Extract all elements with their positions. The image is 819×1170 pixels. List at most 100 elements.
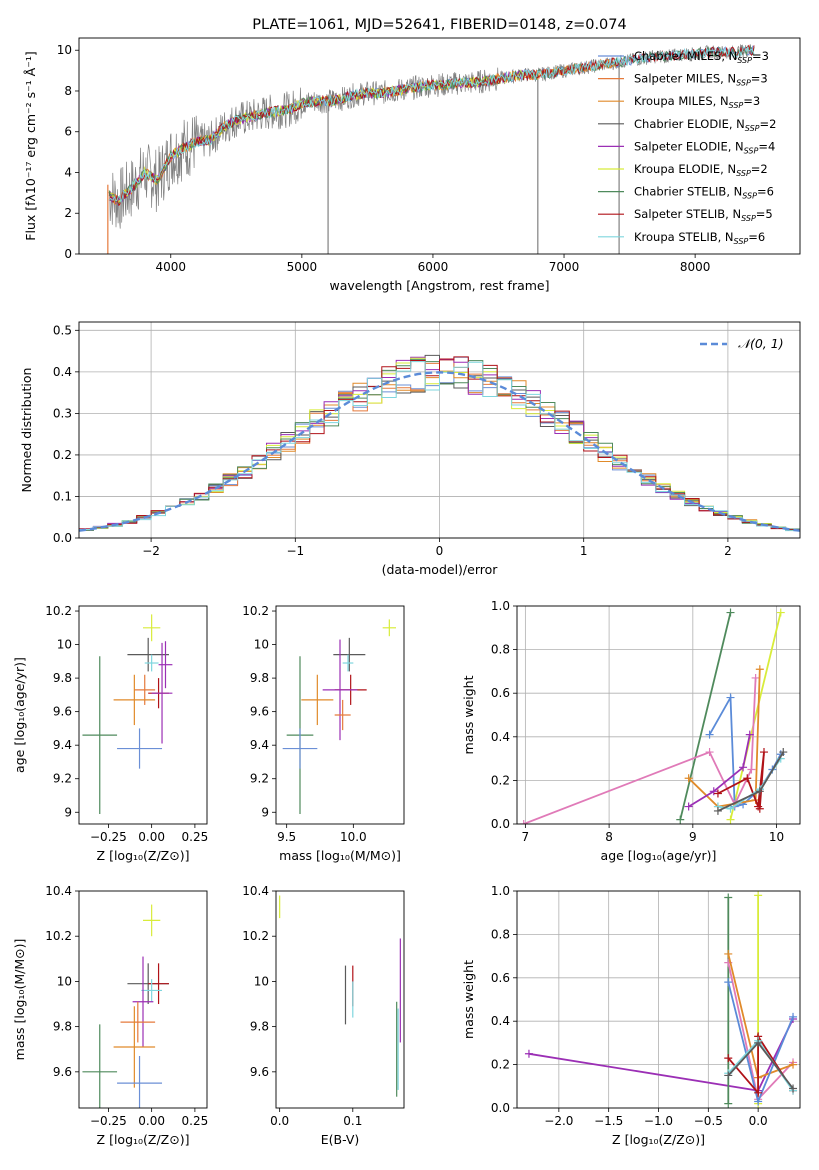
mass-weight-marker <box>743 774 752 783</box>
y-tick-label: 0.4 <box>491 730 510 744</box>
legend-label: Kroupa STELIB, NSSP=6 <box>634 230 765 246</box>
mass-weight-line <box>679 612 732 820</box>
x-tick-label: 0.00 <box>138 1114 165 1128</box>
mass-weight-marker <box>524 1049 533 1058</box>
y-tick-label: 1.0 <box>491 884 510 898</box>
axes-frame <box>516 605 801 825</box>
y-tick-label: 9 <box>261 805 269 819</box>
axes-frame <box>78 37 801 255</box>
model-line <box>108 69 526 204</box>
y-tick-label: 0.6 <box>491 971 510 985</box>
model-line <box>108 69 526 204</box>
mass-weight-marker <box>789 1012 798 1021</box>
x-tick-label: 0.0 <box>749 1114 768 1128</box>
mass-weight-marker <box>754 891 763 900</box>
x-tick-label: 4000 <box>155 260 186 274</box>
mass-weight-marker <box>755 804 764 813</box>
axes-frame <box>275 605 405 825</box>
y-tick-label: 10.2 <box>45 604 72 618</box>
mass-weight-marker <box>684 802 693 811</box>
mass-weight-marker <box>684 774 693 783</box>
x-tick-label: 7000 <box>549 260 580 274</box>
mw_age-panel: 7 8 9 10 0.0 0.2 0.4 0.6 0.8 1.0 age [log₁₀(age/yr… <box>461 599 801 863</box>
mass-weight-line <box>688 734 751 808</box>
mass-weight-marker <box>709 787 718 796</box>
y-tick-label: 0.4 <box>491 1014 510 1028</box>
model-line <box>108 44 755 205</box>
x-tick-label: −0.25 <box>90 1114 127 1128</box>
mw_Z-panel: −2.0 −1.5 −1.0 −0.5 0.0 0.0 0.2 0.4 0.6 0.8 1.0 Z [… <box>461 884 801 1147</box>
x-tick-label: 2 <box>724 544 732 558</box>
axes-frame <box>275 890 405 1109</box>
model-line <box>108 46 755 204</box>
mass-weight-marker <box>713 806 722 815</box>
y-tick-label: 0.2 <box>491 773 510 787</box>
mass-weight-marker <box>751 673 760 682</box>
y-tick-label: 10 <box>57 638 72 652</box>
x-tick-label: −2.0 <box>544 1114 573 1128</box>
model-line <box>108 58 617 204</box>
x-axis-label: wavelength [Angstrom, rest frame] <box>329 278 549 293</box>
y-tick-label: 9 <box>64 805 72 819</box>
y-tick-label: 9.8 <box>250 671 269 685</box>
y-tick-label: 9.2 <box>53 772 72 786</box>
y-tick-label: 0.5 <box>53 323 72 337</box>
mass-weight-line <box>717 751 785 812</box>
x-tick-label: −1.5 <box>594 1114 623 1128</box>
mass-weight-marker <box>745 730 754 739</box>
mass-weight-marker <box>776 608 785 617</box>
y-tick-label: 9.8 <box>250 1020 269 1034</box>
mass-weight-marker <box>519 820 528 824</box>
x-tick-label: 1 <box>580 544 588 558</box>
mw_age-plot <box>519 608 788 824</box>
chart-title: PLATE=1061, MJD=52641, FIBERID=0148, z=0… <box>252 17 626 33</box>
gaussian-curve <box>79 371 800 532</box>
mass-weight-marker <box>705 730 714 739</box>
y-tick-label: 10.2 <box>242 604 269 618</box>
x-tick-label: 5000 <box>287 260 318 274</box>
mass_Z-panel: −0.25 0.00 0.25 9.6 9.8 10 10.2 10.4 Z [log₁₀(Z/… <box>12 884 208 1147</box>
y-tick-label: 0 <box>64 247 72 261</box>
mass-weight-line <box>687 669 761 808</box>
x-tick-label: 10 <box>769 830 784 844</box>
y-tick-label: 10.2 <box>45 929 72 943</box>
age_Z-panel: −0.25 0.00 0.25 9 9.2 9.4 9.6 9.8 10 10.2 Z [log₁₀… <box>12 604 208 863</box>
y-tick-label: 9.8 <box>53 671 72 685</box>
axes-frame <box>516 890 801 1109</box>
age_mass-plot <box>282 619 396 814</box>
legend-label: Kroupa MILES, NSSP=3 <box>634 94 760 110</box>
x-tick-label: 0.25 <box>182 830 209 844</box>
mass-weight-marker <box>724 893 733 902</box>
hist-plot <box>79 354 800 532</box>
mass-weight-marker <box>789 1084 798 1093</box>
mass-weight-marker <box>779 748 788 757</box>
legend-label: Kroupa ELODIE, NSSP=2 <box>634 162 768 178</box>
y-tick-label: 9.8 <box>53 1020 72 1034</box>
mass-weight-marker <box>724 1071 733 1080</box>
y-tick-label: 9.6 <box>250 1065 269 1079</box>
x-axis-label: Z [log₁₀(Z/Z⊙)] <box>612 1132 705 1147</box>
legend-label: Chabrier STELIB, NSSP=6 <box>634 185 774 201</box>
histogram-step <box>79 356 800 531</box>
mass-weight-marker <box>713 789 722 798</box>
mass-weight-marker <box>724 1099 733 1108</box>
age_Z-plot <box>82 614 173 814</box>
mass-weight-marker <box>726 693 735 702</box>
axes-frame <box>78 605 208 825</box>
mass-weight-line <box>523 677 757 824</box>
y-tick-label: 10.4 <box>242 884 269 898</box>
mass_Z-plot <box>82 904 169 1108</box>
y-axis-label: age [log₁₀(age/yr)] <box>12 657 27 773</box>
model-line <box>108 58 617 207</box>
y-tick-label: 0.3 <box>53 406 72 420</box>
y-tick-label: 9.6 <box>53 1065 72 1079</box>
mass-weight-marker <box>724 978 733 987</box>
age_mass-panel: 9.5 10.0 9 9.2 9.4 9.6 9.8 10 10.2 mass [log₁₀(M/… <box>242 604 405 863</box>
y-tick-label: 10 <box>254 974 269 988</box>
x-tick-label: 0.00 <box>138 830 165 844</box>
mass-weight-marker <box>726 804 735 813</box>
y-tick-label: 10 <box>57 974 72 988</box>
mass-weight-marker <box>789 1060 798 1069</box>
mass-weight-marker <box>755 665 764 674</box>
y-tick-label: 9.4 <box>250 738 269 752</box>
